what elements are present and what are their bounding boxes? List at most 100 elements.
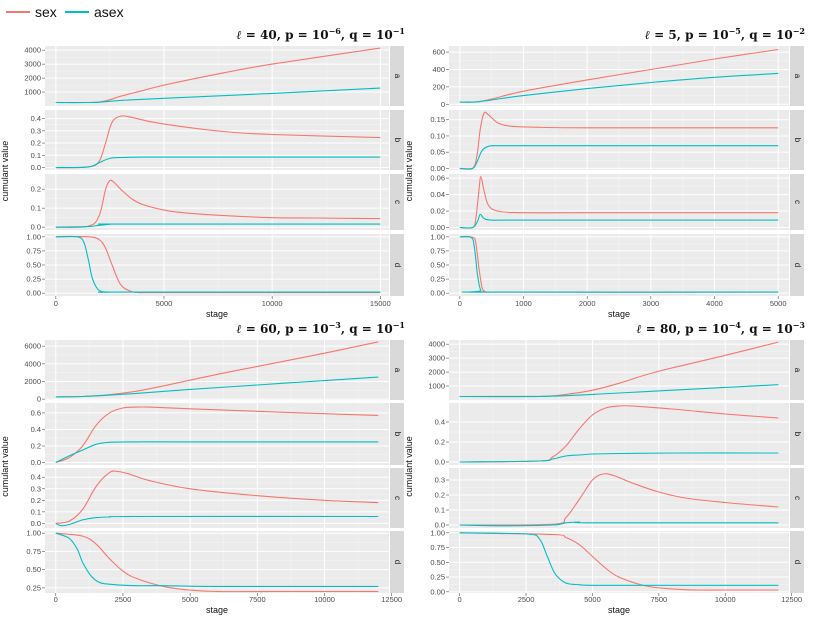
y-tick-label: 600 [432, 48, 445, 57]
facet-strip-label: a [793, 74, 802, 79]
title-part-4: −1 [393, 320, 405, 330]
y-axis-title: cumulant value [404, 436, 414, 497]
y-tick-label: 0.0 [435, 458, 445, 467]
series-line-asex [459, 72, 779, 103]
y-tick-label: 0.02 [430, 207, 445, 216]
x-tick-label: 12500 [381, 595, 402, 604]
series-line-sex [459, 532, 779, 591]
series-line-asex [55, 223, 381, 228]
y-tick-label: 400 [432, 65, 445, 74]
y-tick-label: 0.4 [435, 418, 445, 427]
y-tick-label: 0.25 [430, 275, 445, 284]
facet-c: 0.0 0.1 0.2 c [31, 174, 404, 232]
legend-item-asex[interactable]: asex [65, 4, 124, 20]
x-tick-label: 7500 [249, 595, 266, 604]
y-tick-label: 1000 [24, 88, 41, 97]
x-axis-title: stage [608, 605, 630, 615]
x-tick-label: 2500 [115, 595, 132, 604]
y-tick-label: 1.00 [26, 529, 41, 538]
y-tick-label: 0.4 [31, 114, 41, 123]
y-tick-label: 0.75 [26, 246, 41, 255]
y-tick-label: 0.10 [430, 131, 445, 140]
legend-item-sex[interactable]: sex [6, 4, 57, 20]
series-line-sex [55, 470, 379, 524]
x-tick-label: 12500 [781, 595, 802, 604]
x-tick-label: 5000 [182, 595, 199, 604]
y-tick-label: 0.50 [26, 261, 41, 270]
y-tick-label: 0.3 [31, 126, 41, 135]
y-tick-label: 0.75 [26, 547, 41, 556]
y-tick-label: 2000 [428, 368, 445, 377]
series-line-asex [55, 87, 381, 104]
series-line-sex [55, 115, 381, 169]
x-tick-label: 10000 [715, 595, 736, 604]
y-tick-label: 3000 [24, 60, 41, 69]
facet-strip-label: b [393, 432, 402, 437]
title-part-2: −5 [729, 26, 741, 36]
facet-panel [45, 110, 389, 170]
series-line-sex [459, 405, 779, 463]
x-tick-label: 1000 [515, 299, 532, 308]
x-axis-title: stage [608, 309, 630, 319]
x-axis-title: stage [206, 309, 228, 319]
x-tick-label: 10000 [262, 299, 283, 308]
y-tick-label: 0.2 [31, 441, 41, 450]
y-tick-label: 0 [37, 395, 41, 404]
facet-d: 0.00 0.25 0.50 0.75 1.00 d [26, 232, 404, 298]
title-part-3: , q = 10 [741, 322, 793, 336]
y-tick-label: 4000 [24, 359, 41, 368]
series-line-asex [55, 156, 381, 169]
x-tick-label: 2000 [579, 299, 596, 308]
facet-strip [790, 531, 804, 593]
x-tick-label: 0 [458, 595, 462, 604]
y-tick-label: 0.1 [31, 204, 41, 213]
y-tick-label: 0.00 [430, 587, 445, 596]
y-tick-label: 0.75 [430, 246, 445, 255]
y-tick-label: 0.4 [31, 473, 41, 482]
facet-b: 0.00 0.05 0.10 0.15 b [430, 110, 804, 173]
title-part-2: −3 [329, 320, 342, 330]
y-tick-label: 1.00 [430, 528, 445, 537]
x-tick-label: 0 [54, 299, 58, 308]
y-tick-label: 0.0 [31, 458, 41, 467]
series-line-asex [459, 235, 779, 293]
legend: sex asex [0, 0, 200, 26]
series-line-asex [55, 441, 379, 463]
y-axis-title: cumulant value [0, 141, 10, 202]
facet-strip-label: a [393, 368, 402, 373]
facet-c: 0.0 0.1 0.2 0.3 c [435, 468, 804, 530]
facet-panel [45, 46, 389, 106]
chart-1: ℓ = 40, p = 10−6, q = 10−1 1000 2000 3000 40… [0, 26, 405, 319]
chart-3: ℓ = 60, p = 10−3, q = 10−1 0 2000 4000 6000 a… [0, 320, 405, 615]
y-tick-label: 0.00 [430, 289, 445, 298]
title-part-0: ℓ [236, 322, 241, 336]
facet-strip [390, 110, 404, 170]
facet-strip [390, 46, 404, 106]
y-tick-label: 0.1 [31, 507, 41, 516]
facet-strip-label: a [793, 368, 802, 373]
facet-a: 1000 2000 3000 4000 a [24, 46, 404, 106]
y-tick-label: 0.00 [430, 223, 445, 232]
chart-title: ℓ = 80, p = 10−4, q = 10−3 [636, 320, 805, 336]
legend-label-sex: sex [35, 4, 57, 20]
chart-title: ℓ = 60, p = 10−3, q = 10−1 [236, 320, 405, 336]
x-tick-label: 0 [54, 595, 58, 604]
facet-strip-label: d [393, 263, 402, 267]
y-tick-label: 0.1 [31, 151, 41, 160]
chart-4: ℓ = 80, p = 10−4, q = 10−3 1000 2000 3000 40… [404, 320, 805, 615]
facet-strip-label: d [793, 263, 802, 267]
facet-strip [790, 174, 804, 230]
facet-strip [790, 110, 804, 170]
series-line-sex [459, 473, 779, 526]
facet-panel [45, 340, 389, 400]
facet-panel [449, 403, 789, 465]
series-line-sex [55, 406, 379, 464]
facet-panel [45, 531, 389, 593]
y-tick-label: 0.3 [435, 476, 445, 485]
title-part-3: , q = 10 [341, 322, 393, 336]
series-line-asex [459, 213, 779, 229]
facet-panel [45, 403, 389, 465]
title-part-0: ℓ [645, 28, 650, 42]
facet-a: 1000 2000 3000 4000 a [428, 340, 804, 400]
